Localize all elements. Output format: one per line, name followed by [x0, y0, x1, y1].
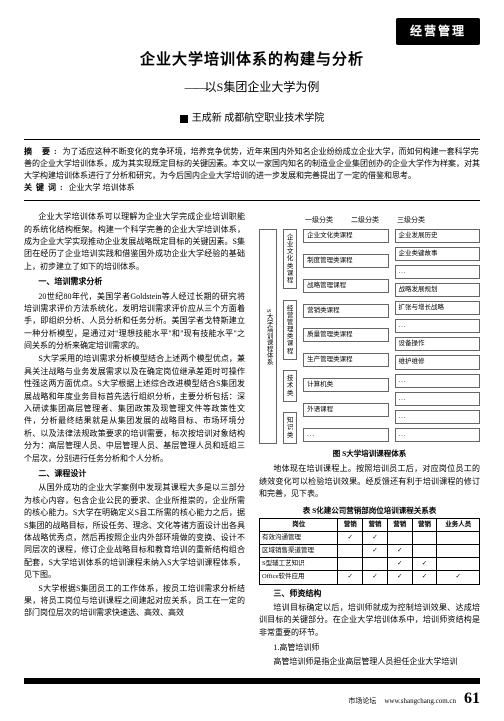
para: S大学根据S集团员工的工作体系，按员工培训需求分析结果，将员工岗位与培训课程之间…: [24, 583, 245, 620]
table-caption: 表 S化建公司营销部岗位培训课程关系表: [259, 505, 480, 517]
section-badge: 经营管理: [396, 18, 480, 45]
para: 高管培训师是指企业高层管理人员担任企业大学培训: [259, 656, 480, 668]
diagram-l3: ...: [395, 374, 480, 388]
heading-3: 三、师资结构: [259, 588, 480, 600]
article-subtitle: 以S集团企业大学为例: [24, 78, 480, 97]
diagram-l3: ...: [395, 319, 480, 333]
diagram-l3: 战略发展规划: [395, 283, 480, 297]
diagram-l3: ...: [395, 392, 480, 406]
subheading: 1.高管培训师: [259, 642, 480, 654]
page-number: 61: [464, 686, 480, 712]
diagram-l2: 生产管理类课程: [303, 353, 388, 367]
table-header: 营销: [338, 519, 363, 532]
diagram-l2: 质量管理类课程: [303, 328, 388, 342]
diagram-l3: ...: [395, 265, 480, 279]
heading-1: 一、培训需求分析: [24, 276, 245, 288]
diagram-l3: 设备操作: [395, 337, 480, 351]
article-title: 企业大学培训体系的构建与分析: [24, 48, 480, 72]
diagram-l2: 企业文化类课程: [303, 229, 388, 243]
keywords-text: 企业大学 培训体系: [69, 183, 135, 192]
diagram-header: 二级分类: [351, 215, 379, 226]
para: 企业大学培训体系可以理解为企业大学完成企业培训职能的系统化结构框架。构建一个科学…: [24, 211, 245, 273]
footer-url: www.shangchang.com.cn: [384, 696, 456, 707]
para: 培训目标确定以后，培训师就成为控制培训效果、达成培训目标的关键部分。在企业大学培…: [259, 602, 480, 639]
authors-text: 王成新 成都航空职业技术学院: [192, 113, 325, 124]
para: 20世纪80年代，美国学者Goldstein等人经过长期的研究将培训需求评价方法…: [24, 291, 245, 353]
diagram-l1: 知识类: [283, 412, 297, 443]
diagram-l1: 企业文化类课程: [283, 229, 297, 289]
diagram-l3: 维护维修: [395, 355, 480, 369]
diagram-l3: 扩张与增长战略: [395, 301, 480, 315]
diagram-l3: ...: [395, 410, 480, 424]
abstract-block: 摘 要: 为了适应这种不断变化的竞争环境，培养竞争优势，近年来国内外知名企业纷纷…: [24, 139, 480, 201]
tree-diagram: 一级分类 二级分类 三级分类 S大学培训课程体系 企业文化类课程 经营管理类课程…: [259, 215, 480, 459]
table-header: 业务人员: [437, 519, 480, 532]
para: 地体现在培训课程上。按照培训员工后，对应岗位员工的绩效变化可以检验培训效果。经反…: [259, 463, 480, 500]
left-column: 企业大学培训体系可以理解为企业大学完成企业培训职能的系统化结构框架。构建一个科学…: [24, 211, 245, 670]
diagram-header: 一级分类: [305, 215, 333, 226]
article-authors: 王成新 成都航空职业技术学院: [24, 111, 480, 127]
diagram-l1: 经营管理类课程: [283, 300, 297, 360]
diagram-l2: ...: [303, 428, 388, 442]
page-footer: 市场论坛 www.shangchang.com.cn 61: [24, 678, 480, 712]
course-matrix-table: 岗位营销营销营销营销业务人员 有效沟通管理✓✓区域销售渠道管理✓✓S型辅工艺知识…: [259, 518, 480, 584]
footer-journal: 市场论坛: [348, 696, 376, 707]
table-row: Office软件应用✓✓✓✓✓: [260, 571, 480, 584]
para: S大学采用的培训需求分析模型结合上述两个模型优点，兼具关注战略与业务发展需求以及…: [24, 353, 245, 465]
diagram-root: S大学培训课程体系: [259, 229, 277, 444]
table-header: 营销: [412, 519, 437, 532]
abstract-text: 为了适应这种不断变化的竞争环境，培养竞争优势，近年来国内外知名企业纷纷成立企业大…: [24, 147, 480, 180]
diagram-l2: 营销类课程: [303, 304, 388, 318]
abstract-label: 摘 要:: [24, 147, 61, 156]
table-header: 营销: [363, 519, 388, 532]
right-column: 一级分类 二级分类 三级分类 S大学培训课程体系 企业文化类课程 经营管理类课程…: [259, 211, 480, 670]
diagram-l2: 外语课程: [303, 403, 388, 417]
diagram-l2: 战略管理课程: [303, 279, 388, 293]
table-header: 营销: [387, 519, 412, 532]
diagram-l2: 制度管理类课程: [303, 254, 388, 268]
table-row: 有效沟通管理✓✓: [260, 532, 480, 545]
square-icon: [180, 115, 188, 123]
table-row: S型辅工艺知识✓✓: [260, 558, 480, 571]
diagram-caption: 图 S大学培训课程体系: [259, 448, 480, 460]
keywords-label: 关键词:: [24, 183, 67, 192]
table-header: 岗位: [260, 519, 338, 532]
heading-2: 二、课程设计: [24, 468, 245, 480]
table-row: 区域销售渠道管理✓✓: [260, 545, 480, 558]
diagram-l2: 计算机类: [303, 378, 388, 392]
diagram-header: 三级分类: [397, 215, 425, 226]
diagram-l3: 企业类键故事: [395, 247, 480, 261]
para: 从国外成功的企业大学案例中发现其课程大多是以三部分为核心内容，包含企业公民的要求…: [24, 482, 245, 581]
diagram-l3: ...: [395, 428, 480, 442]
diagram-l1: 技术类: [283, 370, 297, 401]
diagram-l3: 企业发展历史: [395, 229, 480, 243]
